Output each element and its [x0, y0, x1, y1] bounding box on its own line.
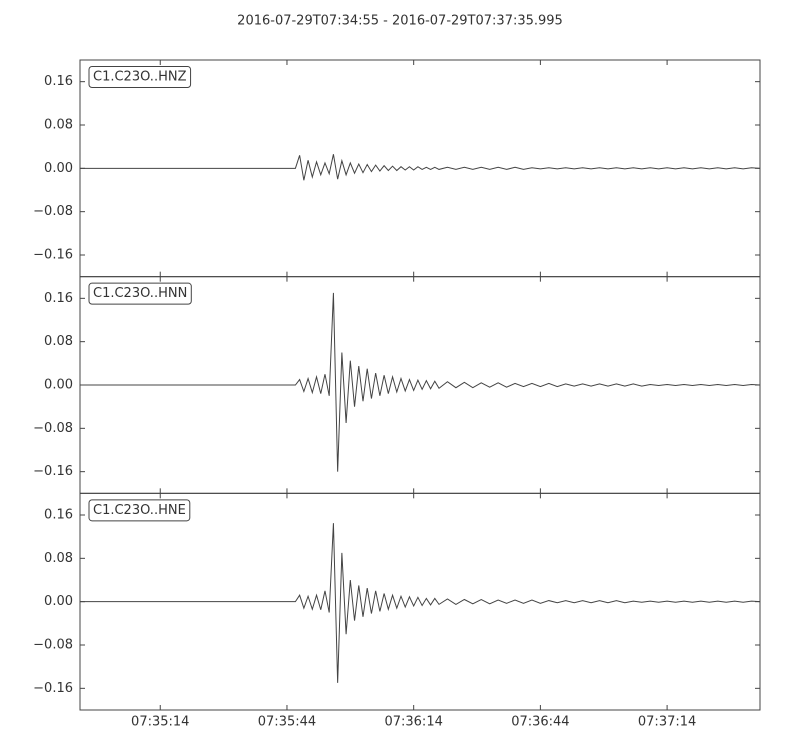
y-tick-label: −0.16	[33, 464, 73, 479]
panel-frame	[79, 492, 761, 711]
trace-label-box	[88, 499, 191, 522]
waveform	[80, 523, 761, 683]
x-tick-label: 07:36:14	[384, 715, 442, 730]
chart-title: 2016-07-29T07:34:55 - 2016-07-29T07:37:3…	[237, 14, 563, 29]
trace-label-box	[88, 282, 192, 305]
x-tick-label: 07:36:44	[511, 715, 569, 730]
y-tick-label: 0.08	[44, 334, 73, 349]
trace-label-box	[88, 66, 192, 88]
trace-label: C1.C23O..HNZ	[93, 70, 187, 85]
x-tick-label: 07:37:14	[638, 715, 696, 730]
y-tick-label: 0.00	[44, 161, 73, 176]
y-tick-label: −0.08	[33, 638, 73, 653]
y-tick-label: 0.00	[44, 594, 73, 609]
waveform	[80, 292, 761, 472]
y-tick-label: 0.16	[44, 74, 73, 89]
y-tick-label: −0.16	[33, 681, 73, 696]
y-tick-label: 0.08	[44, 551, 73, 566]
trace-label: C1.C23O..HNN	[93, 286, 187, 301]
y-tick-label: 0.08	[44, 118, 73, 133]
x-tick-label: 07:35:14	[131, 715, 189, 730]
y-tick-label: 0.00	[44, 378, 73, 393]
trace-label: C1.C23O..HNE	[93, 503, 186, 518]
y-tick-label: −0.08	[33, 421, 73, 436]
y-tick-label: −0.08	[33, 204, 73, 219]
y-tick-label: −0.16	[33, 248, 73, 263]
x-tick-label: 07:35:44	[258, 715, 316, 730]
waveform	[80, 154, 761, 181]
y-tick-label: 0.16	[44, 291, 73, 306]
y-tick-label: 0.16	[44, 508, 73, 523]
